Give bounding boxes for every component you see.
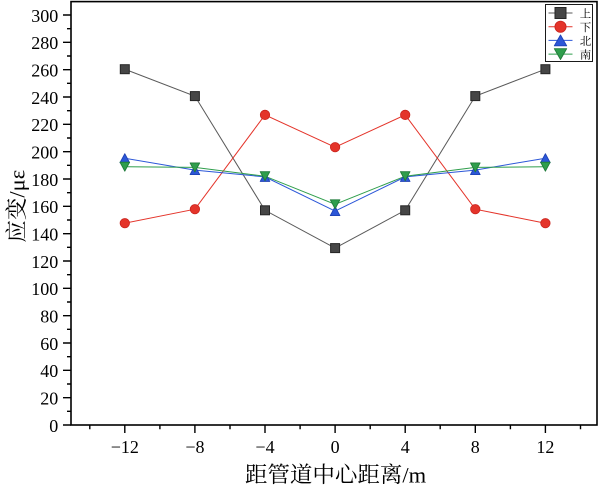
svg-text:/m: /m xyxy=(402,462,426,487)
svg-text:80: 80 xyxy=(40,307,58,327)
svg-text:120: 120 xyxy=(31,252,58,272)
svg-text:−4: −4 xyxy=(255,437,274,457)
svg-text:−8: −8 xyxy=(185,437,204,457)
svg-text:0: 0 xyxy=(331,437,340,457)
svg-text:60: 60 xyxy=(40,334,58,354)
svg-text:180: 180 xyxy=(31,170,58,190)
svg-text:160: 160 xyxy=(31,197,58,217)
svg-text:0: 0 xyxy=(49,416,58,436)
svg-text:220: 220 xyxy=(31,115,58,135)
svg-text:40: 40 xyxy=(40,361,58,381)
svg-text:260: 260 xyxy=(31,61,58,81)
svg-text:300: 300 xyxy=(31,6,58,26)
svg-text:−12: −12 xyxy=(111,437,139,457)
svg-text:140: 140 xyxy=(31,225,58,245)
svg-text:100: 100 xyxy=(31,279,58,299)
svg-text:4: 4 xyxy=(401,437,410,457)
svg-text:/με: /με xyxy=(4,170,29,198)
svg-text:240: 240 xyxy=(31,88,58,108)
svg-text:12: 12 xyxy=(536,437,554,457)
svg-text:8: 8 xyxy=(471,437,480,457)
svg-text:200: 200 xyxy=(31,143,58,163)
svg-text:20: 20 xyxy=(40,389,58,409)
svg-text:280: 280 xyxy=(31,33,58,53)
